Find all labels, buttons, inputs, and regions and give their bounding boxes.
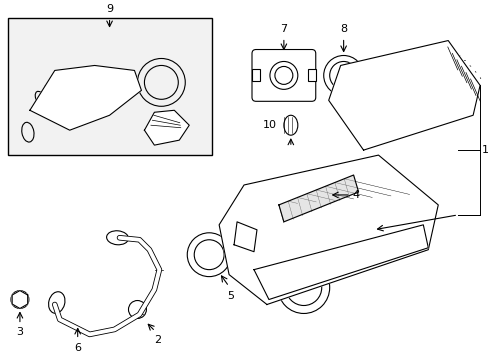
Circle shape — [128, 301, 146, 319]
Text: 3: 3 — [17, 327, 23, 337]
Polygon shape — [30, 66, 141, 130]
Polygon shape — [219, 155, 437, 305]
Text: 9: 9 — [106, 4, 113, 14]
Polygon shape — [278, 175, 358, 222]
Ellipse shape — [284, 115, 297, 135]
Text: 1: 1 — [481, 145, 488, 155]
Polygon shape — [12, 291, 28, 309]
Bar — [8, 18, 212, 155]
Text: 4: 4 — [352, 190, 359, 200]
Circle shape — [11, 291, 29, 309]
Text: 8: 8 — [339, 23, 346, 33]
Polygon shape — [253, 225, 427, 300]
Bar — [307, 69, 315, 81]
Text: 5: 5 — [227, 291, 234, 301]
Polygon shape — [328, 41, 479, 150]
Polygon shape — [234, 222, 257, 252]
Polygon shape — [144, 110, 189, 145]
Bar — [251, 69, 260, 81]
Text: 6: 6 — [74, 343, 81, 354]
Text: 10: 10 — [263, 120, 276, 130]
FancyBboxPatch shape — [251, 50, 315, 101]
Text: 7: 7 — [280, 23, 287, 33]
Text: 2: 2 — [154, 336, 161, 345]
